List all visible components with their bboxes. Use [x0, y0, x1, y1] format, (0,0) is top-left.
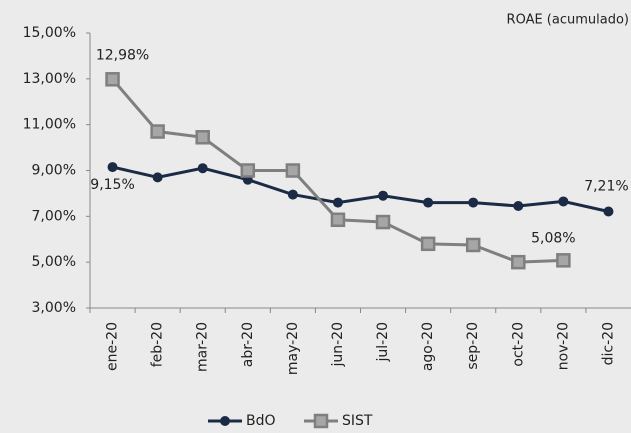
x-tick-label: nov-20	[555, 322, 571, 370]
y-tick-label: 13,00%	[23, 71, 76, 87]
legend-marker	[313, 413, 329, 429]
marker	[465, 237, 481, 253]
data-label: 7,21%	[584, 179, 628, 195]
annotation: ROAE (acumulado)	[507, 13, 629, 28]
marker	[150, 124, 165, 139]
x-tick-label: mar-20	[195, 322, 211, 372]
marker	[420, 236, 436, 252]
data-label: 5,08%	[531, 230, 575, 246]
marker	[423, 197, 434, 208]
series-line	[112, 165, 609, 213]
data-label: 9,15%	[90, 177, 134, 193]
legend-label: SIST	[342, 413, 373, 429]
y-tick-label: 15,00%	[23, 25, 76, 41]
x-tick-label: may-20	[285, 322, 301, 375]
marker	[287, 189, 298, 200]
marker	[468, 197, 479, 208]
marker	[375, 214, 391, 230]
marker	[511, 254, 526, 270]
marker	[513, 201, 524, 212]
x-tick-label: sep-20	[465, 322, 481, 370]
x-tick-label: jul-20	[375, 322, 391, 363]
marker	[558, 196, 569, 207]
marker	[152, 172, 163, 183]
marker	[556, 253, 571, 268]
x-tick-label: abr-20	[240, 322, 256, 367]
y-tick-label: 11,00%	[23, 117, 76, 133]
x-tick-label: oct-20	[510, 322, 526, 367]
marker	[332, 197, 343, 208]
marker	[107, 162, 118, 173]
data-label: 12,98%	[96, 47, 149, 63]
legend-label: BdO	[246, 413, 276, 429]
y-tick-label: 3,00%	[32, 300, 76, 316]
x-tick-label: feb-20	[150, 322, 166, 367]
marker	[330, 212, 346, 228]
x-tick-label: ago-20	[420, 322, 436, 371]
marker	[197, 163, 208, 174]
y-tick-label: 9,00%	[32, 163, 76, 179]
y-tick-label: 7,00%	[32, 208, 76, 224]
marker	[378, 190, 389, 201]
x-tick-label: dic-20	[600, 322, 616, 365]
legend-marker	[220, 416, 230, 426]
marker	[603, 206, 614, 217]
marker	[285, 163, 301, 178]
marker	[105, 72, 120, 87]
y-tick-label: 5,00%	[32, 254, 76, 270]
series-line	[111, 78, 564, 264]
marker	[195, 130, 210, 145]
marker	[240, 163, 256, 178]
x-tick-label: jun-20	[330, 322, 346, 368]
x-tick-label: ene-20	[105, 322, 121, 371]
